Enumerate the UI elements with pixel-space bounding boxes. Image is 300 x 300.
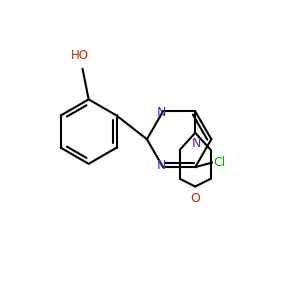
Text: HO: HO <box>70 49 88 62</box>
Text: O: O <box>190 192 200 205</box>
Text: Cl: Cl <box>214 156 226 169</box>
Text: N: N <box>192 136 202 149</box>
Text: N: N <box>157 159 166 172</box>
Text: N: N <box>157 106 166 119</box>
